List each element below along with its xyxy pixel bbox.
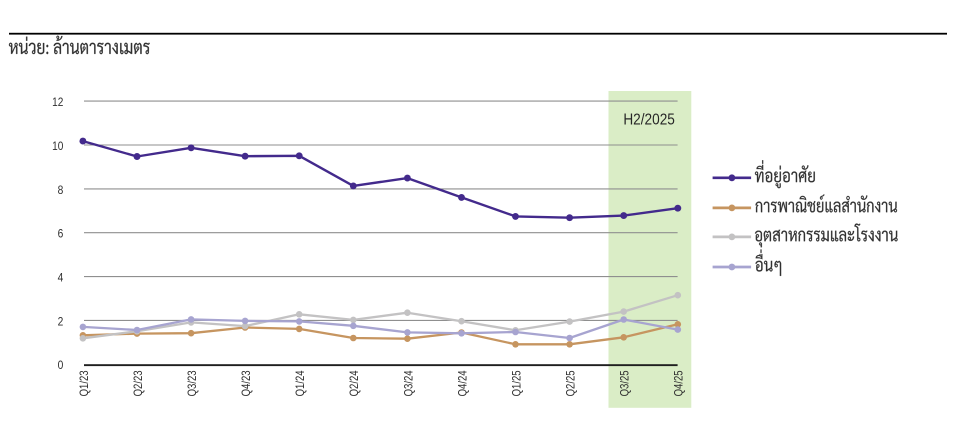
svg-text:Q4/24: Q4/24 xyxy=(455,370,469,396)
svg-text:Q3/25: Q3/25 xyxy=(618,370,632,396)
svg-text:Q1/24: Q1/24 xyxy=(293,370,307,396)
svg-text:Q2/23: Q2/23 xyxy=(131,370,145,396)
svg-text:12: 12 xyxy=(52,95,63,109)
svg-text:2: 2 xyxy=(58,314,64,328)
svg-text:Q4/23: Q4/23 xyxy=(239,370,253,396)
svg-text:Q3/24: Q3/24 xyxy=(401,370,415,396)
svg-text:6: 6 xyxy=(58,227,64,241)
svg-text:0: 0 xyxy=(58,358,64,372)
svg-text:Q2/25: Q2/25 xyxy=(564,370,578,396)
svg-text:Q3/23: Q3/23 xyxy=(185,370,199,396)
svg-text:10: 10 xyxy=(52,139,63,153)
svg-text:8: 8 xyxy=(58,183,64,197)
svg-text:4: 4 xyxy=(58,271,64,285)
svg-text:Q4/25: Q4/25 xyxy=(672,370,686,396)
svg-text:Q1/23: Q1/23 xyxy=(77,370,91,396)
svg-text:H2/2025: H2/2025 xyxy=(623,111,675,128)
svg-text:Q1/25: Q1/25 xyxy=(509,370,523,396)
svg-text:Q2/24: Q2/24 xyxy=(347,370,361,396)
